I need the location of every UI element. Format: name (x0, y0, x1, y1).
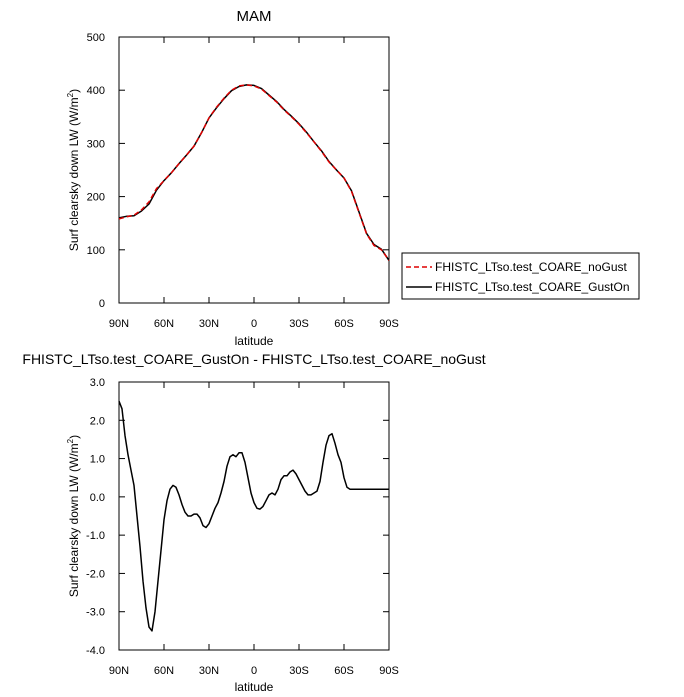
y-tick-label: 0 (99, 298, 105, 310)
series-line (118, 84, 390, 261)
x-tick-label: 30N (199, 318, 219, 330)
x-tick-label: 60N (154, 665, 174, 677)
y-tick-label: 2.0 (90, 415, 105, 427)
series-line (118, 400, 389, 632)
top-chart-panel: MAM 90N 60N 30N 0 30S 60S 90S 0 100 200 300 400 500… (66, 8, 640, 348)
bottom-chart-series-lines (118, 400, 389, 632)
y-tick-label: -1.0 (86, 530, 105, 542)
x-tick-label: 0 (251, 665, 257, 677)
y-tick-label: 300 (87, 138, 105, 150)
top-chart-x-axis-label: latitude (235, 334, 274, 348)
series-line (118, 84, 390, 261)
x-tick-label: 0 (251, 318, 257, 330)
y-tick-label: 1.0 (90, 454, 105, 466)
y-tick-label: 400 (87, 85, 105, 97)
y-tick-label: 0.0 (90, 492, 105, 504)
bottom-chart-plot-frame (118, 381, 390, 651)
bottom-chart-x-axis-label: latitude (235, 680, 274, 694)
y-tick-label: 200 (87, 192, 105, 204)
legend-frame (401, 252, 640, 300)
bottom-chart-x-ticks: 90N 60N 30N 0 30S 60S 90S (109, 382, 399, 677)
top-chart-plot-frame (118, 36, 390, 304)
x-tick-label: 90S (379, 318, 399, 330)
legend-label-GustOn: FHISTC_LTso.test_COARE_GustOn (435, 280, 630, 294)
y-tick-label: 100 (87, 245, 105, 257)
x-tick-label: 60S (334, 318, 354, 330)
legend: FHISTC_LTso.test_COARE_noGust FHISTC_LTs… (401, 252, 640, 300)
y-tick-label: -4.0 (86, 645, 105, 657)
x-tick-label: 30S (289, 665, 309, 677)
legend-label-noGust: FHISTC_LTso.test_COARE_noGust (435, 260, 628, 274)
y-tick-label: -3.0 (86, 607, 105, 619)
bottom-chart-y-ticks: 3.0 2.0 1.0 0.0 -1.0 -2.0 -3.0 -4.0 (86, 377, 389, 657)
x-tick-label: 90N (109, 318, 129, 330)
y-tick-label: 500 (87, 32, 105, 44)
x-tick-label: 30S (289, 318, 309, 330)
bottom-chart-panel: FHISTC_LTso.test_COARE_GustOn - FHISTC_L… (22, 351, 485, 694)
x-tick-label: 60N (154, 318, 174, 330)
y-tick-label: -2.0 (86, 568, 105, 580)
top-chart-y-ticks: 0 100 200 300 400 500 (87, 32, 389, 310)
bottom-chart-y-axis-label: Surf clearsky down LW (W/m2) (66, 435, 81, 597)
x-tick-label: 90S (379, 665, 399, 677)
top-chart-series-lines (118, 84, 390, 261)
y-tick-label: 3.0 (90, 377, 105, 389)
x-tick-label: 30N (199, 665, 219, 677)
x-tick-label: 90N (109, 665, 129, 677)
top-chart-x-ticks: 90N 60N 30N 0 30S 60S 90S (109, 37, 399, 330)
x-tick-label: 60S (334, 665, 354, 677)
bottom-chart-title: FHISTC_LTso.test_COARE_GustOn - FHISTC_L… (22, 351, 485, 367)
top-chart-title: MAM (237, 8, 272, 25)
top-chart-y-axis-label: Surf clearsky down LW (W/m2) (66, 89, 81, 251)
